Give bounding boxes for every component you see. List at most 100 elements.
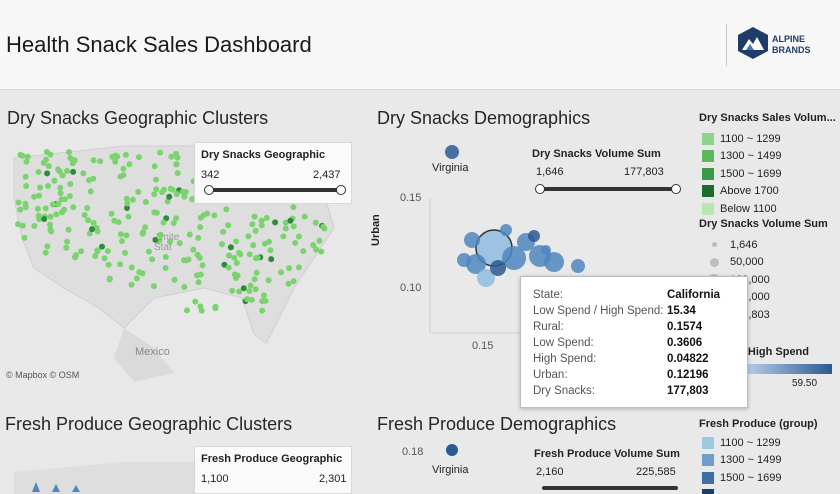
- map-store-dot[interactable]: [153, 209, 160, 216]
- map-store-dot[interactable]: [108, 210, 115, 217]
- map-store-dot[interactable]: [225, 264, 232, 271]
- map-store-dot[interactable]: [226, 252, 233, 259]
- state-bubble[interactable]: [502, 246, 526, 270]
- map-store-dot[interactable]: [124, 200, 131, 207]
- state-bubble[interactable]: [544, 252, 564, 272]
- map-store-dot[interactable]: [89, 226, 95, 233]
- map-store-dot[interactable]: [251, 276, 258, 283]
- map-store-dot[interactable]: [184, 307, 190, 314]
- state-bubble[interactable]: [445, 145, 459, 159]
- map-store-dot[interactable]: [301, 213, 308, 220]
- map-store-dot[interactable]: [55, 201, 62, 208]
- map-store-dot[interactable]: [65, 226, 72, 233]
- map-store-dot[interactable]: [192, 298, 199, 305]
- dry-volume-slider-min-handle[interactable]: [535, 184, 545, 194]
- map-store-dot[interactable]: [182, 189, 189, 195]
- map-store-dot[interactable]: [93, 224, 100, 231]
- map-store-dot[interactable]: [70, 204, 77, 211]
- map-store-dot[interactable]: [117, 261, 124, 268]
- map-store-dot[interactable]: [159, 189, 166, 196]
- map-store-dot[interactable]: [267, 247, 274, 254]
- fresh-group-legend-item[interactable]: 1300 ~ 1499: [702, 452, 781, 470]
- map-store-dot[interactable]: [55, 166, 62, 173]
- map-store-dot[interactable]: [290, 223, 297, 230]
- map-store-dot[interactable]: [42, 205, 49, 212]
- map-store-dot[interactable]: [151, 283, 157, 290]
- map-store-dot[interactable]: [21, 234, 28, 241]
- map-store-dot[interactable]: [258, 222, 265, 229]
- map-store-dot[interactable]: [272, 219, 279, 226]
- map-store-dot[interactable]: [61, 206, 68, 213]
- state-bubble[interactable]: [528, 230, 540, 242]
- fresh-highlight-bubble[interactable]: [446, 444, 458, 456]
- map-store-dot[interactable]: [94, 248, 101, 255]
- map-store-dot[interactable]: [17, 206, 24, 213]
- map-store-dot[interactable]: [211, 212, 218, 219]
- map-store-dot[interactable]: [73, 252, 79, 258]
- map-store-dot[interactable]: [15, 199, 22, 206]
- map-store-dot[interactable]: [151, 163, 158, 170]
- map-store-dot[interactable]: [71, 157, 78, 164]
- map-store-dot[interactable]: [41, 216, 48, 222]
- map-store-dot[interactable]: [312, 219, 319, 226]
- map-store-dot[interactable]: [268, 256, 275, 263]
- state-bubble[interactable]: [500, 224, 512, 236]
- map-store-dot[interactable]: [229, 287, 236, 294]
- dry-volume-slider-max-handle[interactable]: [671, 184, 681, 194]
- state-bubble[interactable]: [490, 260, 506, 276]
- map-store-dot[interactable]: [104, 248, 111, 255]
- map-store-dot[interactable]: [19, 222, 26, 229]
- map-store-dot[interactable]: [120, 165, 127, 172]
- map-store-dot[interactable]: [135, 188, 142, 195]
- map-store-dot[interactable]: [285, 280, 292, 287]
- map-store-dot[interactable]: [310, 242, 317, 248]
- map-store-dot[interactable]: [92, 253, 99, 259]
- map-store-dot[interactable]: [199, 262, 206, 269]
- sales-volume-legend-item[interactable]: Above 1700: [702, 183, 781, 201]
- map-store-dot[interactable]: [252, 286, 259, 293]
- map-store-dot[interactable]: [66, 149, 72, 156]
- map-store-dot[interactable]: [292, 239, 299, 246]
- map-store-dot[interactable]: [225, 222, 232, 229]
- map-store-dot[interactable]: [105, 261, 112, 268]
- map-store-dot[interactable]: [47, 151, 54, 158]
- map-store-dot[interactable]: [142, 199, 149, 205]
- state-bubble[interactable]: [466, 254, 486, 274]
- map-store-dot[interactable]: [47, 213, 54, 220]
- map-store-dot[interactable]: [282, 225, 289, 232]
- map-store-dot[interactable]: [197, 271, 204, 278]
- map-store-dot[interactable]: [290, 204, 297, 211]
- map-store-dot[interactable]: [153, 176, 159, 183]
- map-store-dot[interactable]: [135, 154, 142, 161]
- map-store-dot[interactable]: [19, 152, 26, 159]
- state-bubble[interactable]: [571, 259, 585, 273]
- map-store-dot[interactable]: [176, 240, 183, 247]
- map-store-dot[interactable]: [129, 196, 136, 203]
- map-store-dot[interactable]: [63, 244, 70, 251]
- map-store-dot[interactable]: [266, 238, 272, 245]
- map-store-dot[interactable]: [136, 269, 143, 276]
- map-store-dot[interactable]: [70, 168, 77, 175]
- map-store-dot[interactable]: [133, 275, 140, 282]
- map-store-dot[interactable]: [119, 238, 125, 244]
- map-store-dot[interactable]: [258, 217, 265, 224]
- map-store-dot[interactable]: [164, 198, 171, 205]
- map-store-dot[interactable]: [231, 271, 238, 278]
- map-store-dot[interactable]: [31, 223, 38, 229]
- map-store-dot[interactable]: [247, 282, 254, 289]
- map-store-dot[interactable]: [173, 191, 180, 197]
- map-store-dot[interactable]: [265, 277, 272, 284]
- fresh-group-legend-item[interactable]: 1500 ~ 1699: [702, 469, 781, 487]
- map-store-dot[interactable]: [250, 242, 257, 249]
- map-store-dot[interactable]: [66, 193, 73, 200]
- sales-volume-legend-item[interactable]: 1100 ~ 1299: [702, 130, 781, 148]
- map-store-dot[interactable]: [87, 188, 94, 195]
- map-store-dot[interactable]: [149, 256, 156, 263]
- state-bubble[interactable]: [457, 253, 471, 267]
- map-store-dot[interactable]: [45, 183, 51, 189]
- map-store-dot[interactable]: [22, 204, 29, 211]
- map-store-dot[interactable]: [223, 206, 230, 213]
- map-store-dot[interactable]: [186, 231, 193, 238]
- map-store-dot[interactable]: [40, 159, 47, 166]
- map-store-dot[interactable]: [174, 170, 181, 177]
